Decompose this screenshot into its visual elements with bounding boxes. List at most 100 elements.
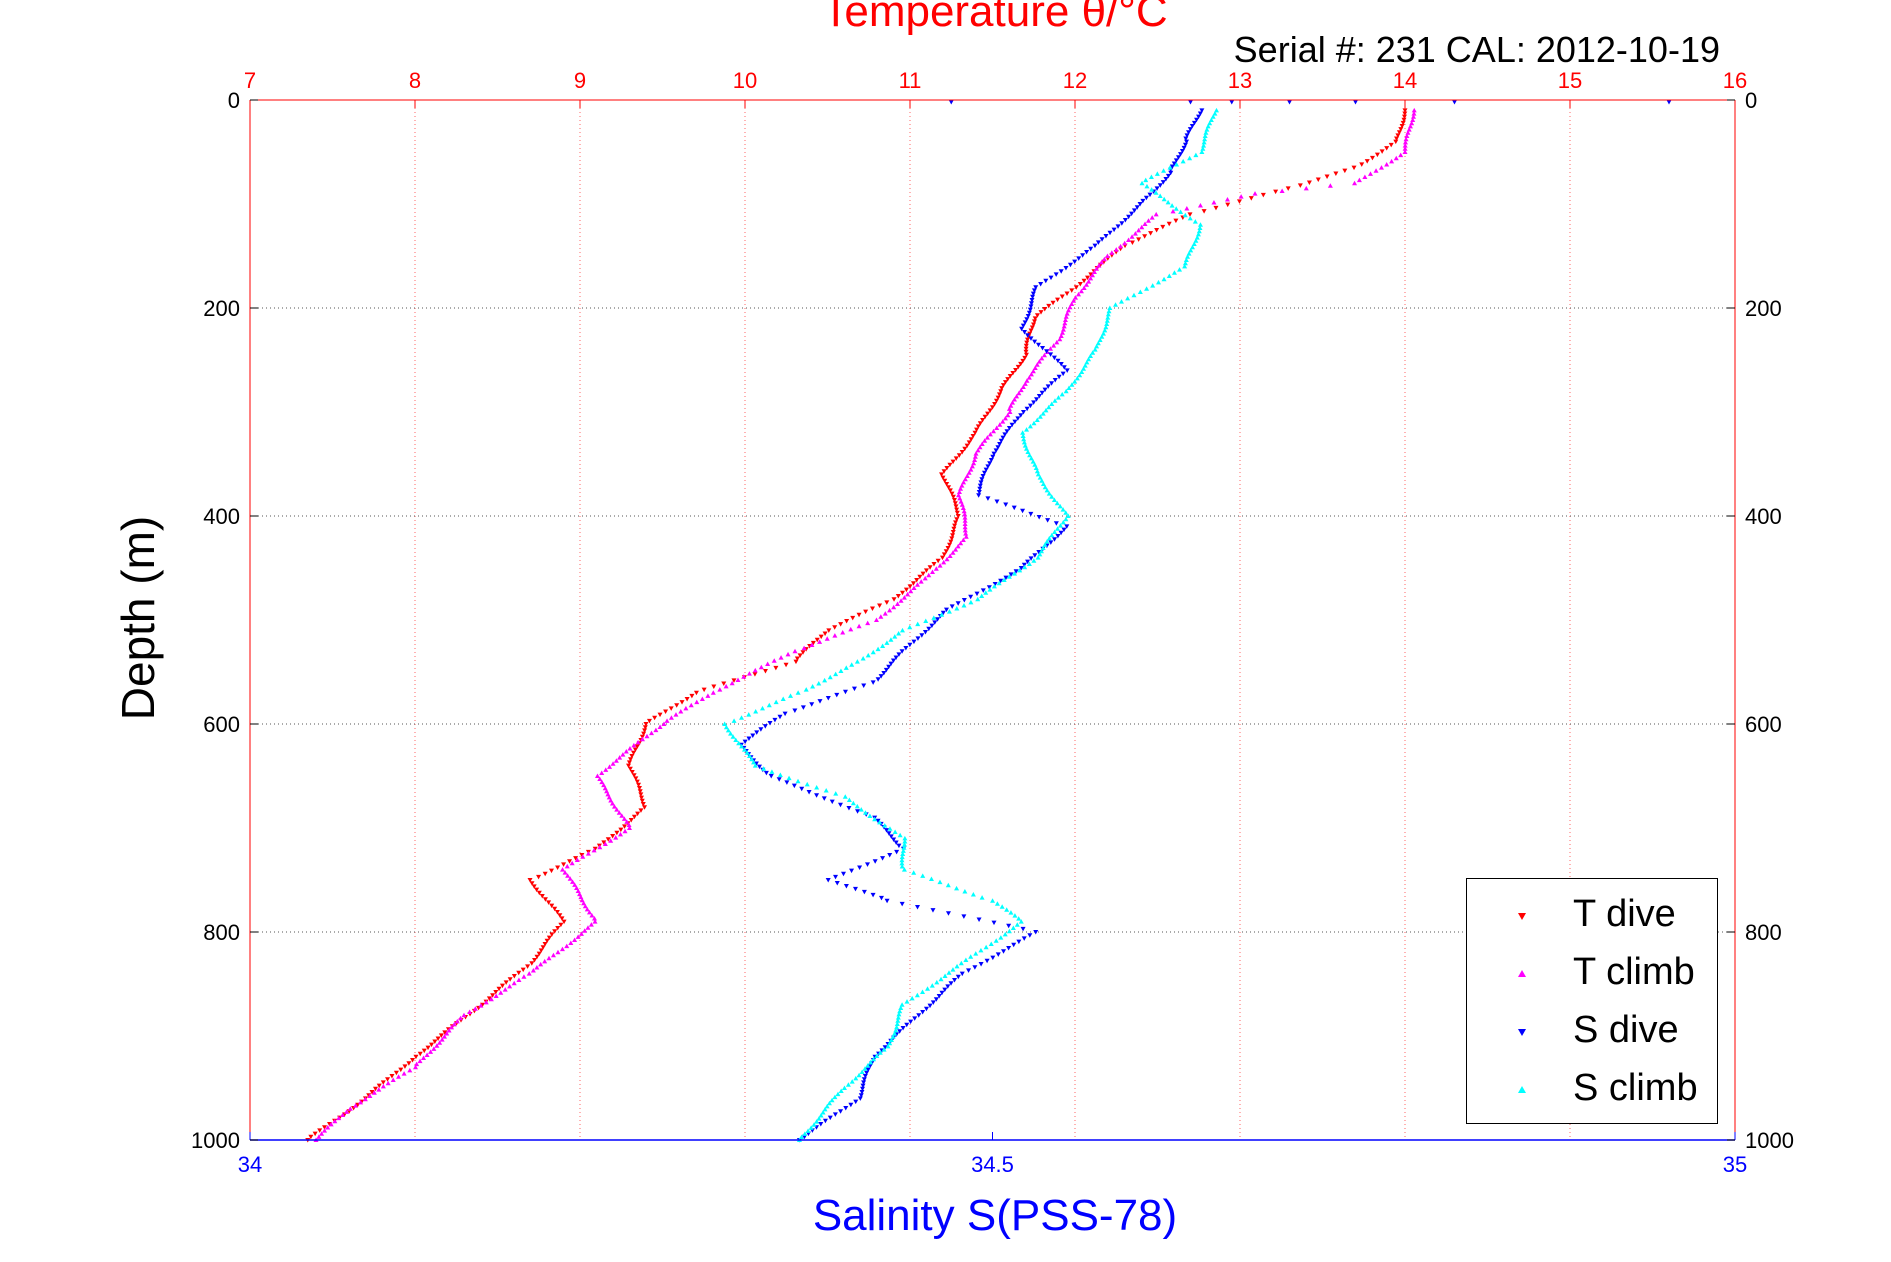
data-point	[1186, 251, 1192, 256]
data-point	[899, 901, 905, 907]
data-point	[840, 629, 846, 635]
legend-label: S climb	[1573, 1067, 1698, 1109]
data-point	[1069, 301, 1075, 306]
data-point	[417, 1051, 423, 1057]
data-point	[639, 795, 645, 801]
data-point	[799, 1134, 805, 1139]
data-point	[795, 690, 801, 695]
data-point	[1137, 202, 1143, 207]
x-axis-label-bottom: Salinity S(PSS-78)	[813, 1191, 1177, 1240]
data-point	[1224, 197, 1230, 202]
data-point	[900, 848, 906, 853]
data-point	[765, 661, 771, 666]
data-point	[729, 680, 735, 686]
data-point	[1055, 358, 1061, 364]
data-point	[803, 687, 809, 692]
data-point	[822, 677, 828, 683]
data-point	[994, 499, 1000, 504]
data-point	[861, 889, 867, 895]
data-point	[568, 940, 574, 946]
data-point	[1065, 513, 1071, 518]
data-point	[1072, 259, 1078, 265]
data-point	[1006, 946, 1012, 951]
data-point	[916, 1013, 922, 1018]
data-point	[860, 655, 866, 661]
data-point	[962, 446, 968, 452]
data-point	[380, 1083, 386, 1089]
data-point	[1006, 426, 1012, 431]
right-axis-tick-label: 800	[1745, 920, 1782, 945]
data-point	[451, 1021, 457, 1027]
data-point	[1401, 117, 1407, 123]
data-point	[550, 952, 556, 958]
data-point	[1084, 359, 1090, 365]
data-point	[322, 1125, 328, 1130]
data-point	[1384, 146, 1390, 151]
data-point	[1145, 218, 1151, 223]
data-point	[1051, 343, 1057, 348]
data-point	[638, 808, 644, 813]
data-point	[657, 712, 663, 718]
data-point	[572, 937, 578, 942]
data-point	[966, 470, 972, 475]
data-point	[425, 1045, 431, 1051]
data-point	[1020, 410, 1026, 415]
data-point	[1187, 127, 1193, 132]
data-point	[747, 753, 753, 758]
data-point	[1187, 215, 1193, 221]
data-point	[1005, 377, 1011, 382]
data-point	[1168, 170, 1174, 176]
data-point	[1023, 349, 1029, 355]
data-point	[627, 825, 633, 830]
data-point	[870, 649, 876, 655]
data-point	[1010, 400, 1016, 405]
data-point	[929, 983, 935, 988]
data-point	[730, 734, 736, 739]
data-point	[842, 794, 848, 799]
data-point	[767, 720, 773, 726]
data-point	[945, 882, 951, 888]
data-point	[629, 754, 635, 759]
data-point	[1104, 253, 1110, 258]
data-point	[1025, 333, 1031, 338]
data-point	[793, 659, 799, 665]
left-axis-tick-label: 200	[203, 296, 240, 321]
data-point	[417, 1058, 423, 1064]
data-point	[1011, 505, 1017, 511]
data-point	[1040, 411, 1046, 416]
data-point	[1400, 120, 1406, 126]
data-point	[867, 813, 873, 818]
left-axis-tick-label: 600	[203, 712, 240, 737]
triangle-up-icon	[1518, 970, 1526, 977]
data-point	[810, 640, 816, 646]
data-point	[785, 651, 791, 657]
data-point	[991, 451, 997, 457]
data-point	[322, 1128, 328, 1133]
data-point	[367, 1093, 373, 1098]
data-point	[1064, 311, 1070, 316]
data-point	[895, 1015, 901, 1020]
data-point	[874, 1053, 880, 1058]
data-point	[567, 876, 573, 881]
data-point	[733, 737, 739, 742]
top-axis-tick-label: 11	[899, 68, 922, 93]
data-point	[581, 900, 587, 906]
data-point	[421, 1048, 427, 1054]
data-point	[1034, 362, 1040, 367]
data-point	[975, 424, 981, 429]
data-point	[1411, 111, 1417, 116]
legend-label: T dive	[1573, 893, 1676, 935]
data-point	[389, 1074, 395, 1079]
data-point	[949, 536, 955, 541]
data-point	[1129, 240, 1135, 245]
data-point	[1136, 227, 1142, 233]
data-point	[927, 565, 933, 570]
data-point	[1072, 379, 1078, 384]
data-point	[557, 913, 563, 918]
data-point	[1379, 149, 1385, 154]
data-point	[493, 993, 499, 998]
data-point	[376, 1083, 382, 1089]
data-point	[975, 596, 981, 602]
data-point	[821, 796, 827, 801]
data-point	[972, 965, 978, 970]
